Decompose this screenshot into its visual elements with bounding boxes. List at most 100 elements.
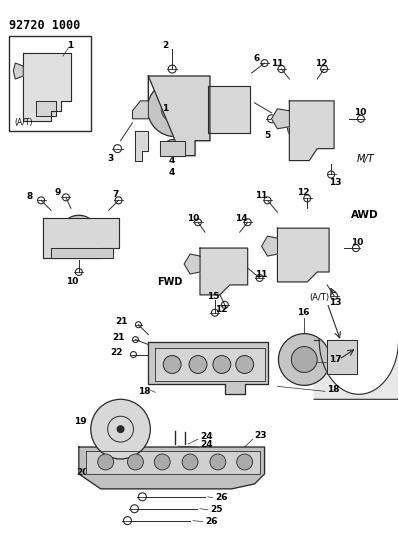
Circle shape	[287, 106, 327, 146]
Polygon shape	[155, 348, 265, 382]
Text: 9: 9	[54, 188, 60, 197]
Circle shape	[182, 454, 198, 470]
Text: 11: 11	[255, 191, 267, 200]
Polygon shape	[13, 63, 23, 79]
Circle shape	[189, 356, 207, 374]
Text: 11: 11	[255, 270, 267, 279]
Circle shape	[147, 81, 203, 136]
Polygon shape	[79, 447, 265, 489]
Text: 16: 16	[297, 308, 310, 317]
Circle shape	[297, 116, 317, 136]
Text: 17: 17	[329, 355, 342, 364]
Circle shape	[206, 87, 250, 131]
Text: 5: 5	[265, 131, 271, 140]
Text: 13: 13	[329, 298, 342, 308]
Polygon shape	[86, 451, 260, 474]
Text: 26: 26	[205, 517, 217, 526]
Circle shape	[91, 399, 150, 459]
Text: 12: 12	[315, 59, 328, 68]
Polygon shape	[132, 76, 148, 119]
Text: 10: 10	[66, 277, 78, 286]
Polygon shape	[43, 218, 119, 258]
Text: 4: 4	[168, 168, 175, 177]
Circle shape	[236, 356, 254, 374]
Text: (A/T): (A/T)	[309, 293, 329, 302]
Circle shape	[209, 259, 227, 277]
Text: 25: 25	[210, 505, 222, 514]
Polygon shape	[148, 342, 267, 394]
Polygon shape	[327, 340, 357, 375]
Circle shape	[279, 334, 330, 385]
Text: 2: 2	[162, 41, 168, 50]
Text: 12: 12	[297, 188, 310, 197]
Circle shape	[213, 356, 231, 374]
Text: 26: 26	[215, 493, 227, 502]
Circle shape	[98, 454, 114, 470]
Circle shape	[291, 346, 317, 373]
Text: 7: 7	[113, 190, 119, 199]
Circle shape	[237, 454, 253, 470]
Circle shape	[41, 73, 61, 93]
Text: 12: 12	[215, 305, 227, 314]
Circle shape	[163, 356, 181, 374]
Text: 14: 14	[235, 214, 247, 223]
Circle shape	[164, 140, 180, 156]
Text: 10: 10	[354, 108, 366, 117]
Text: 19: 19	[74, 417, 87, 426]
Polygon shape	[271, 109, 289, 129]
Polygon shape	[314, 340, 399, 399]
Circle shape	[69, 225, 89, 245]
Text: 10: 10	[187, 214, 200, 223]
Text: 8: 8	[26, 192, 32, 201]
Text: 21: 21	[116, 317, 128, 326]
Text: (A/T): (A/T)	[14, 118, 33, 127]
Text: AWD: AWD	[351, 210, 379, 220]
Polygon shape	[262, 236, 277, 256]
Text: 18: 18	[327, 385, 340, 394]
Text: 21: 21	[113, 333, 125, 342]
Circle shape	[210, 454, 226, 470]
Polygon shape	[160, 141, 185, 156]
Circle shape	[59, 215, 99, 255]
Circle shape	[206, 87, 250, 131]
Circle shape	[200, 250, 236, 286]
Text: 1: 1	[162, 104, 168, 114]
Polygon shape	[208, 86, 250, 133]
Polygon shape	[51, 248, 113, 258]
Circle shape	[117, 425, 124, 433]
Circle shape	[128, 454, 143, 470]
Bar	[9, 36, 91, 131]
Text: 3: 3	[108, 154, 114, 163]
Circle shape	[33, 65, 69, 101]
Circle shape	[337, 352, 347, 361]
Text: 18: 18	[138, 387, 151, 396]
Circle shape	[39, 101, 53, 115]
Text: 92720 1000: 92720 1000	[9, 19, 81, 33]
Text: 11: 11	[271, 59, 284, 68]
Polygon shape	[200, 248, 248, 295]
Text: 4: 4	[168, 156, 175, 165]
Text: 20: 20	[76, 469, 88, 478]
Polygon shape	[36, 101, 56, 116]
Circle shape	[168, 144, 176, 151]
Text: 24: 24	[200, 432, 213, 441]
Text: 10: 10	[351, 238, 363, 247]
Polygon shape	[184, 254, 200, 274]
Text: 13: 13	[329, 178, 342, 187]
Text: 15: 15	[207, 292, 219, 301]
Circle shape	[281, 234, 317, 270]
Polygon shape	[289, 101, 334, 160]
Text: 1: 1	[67, 41, 73, 50]
Circle shape	[161, 95, 189, 123]
Circle shape	[217, 98, 239, 120]
Text: 23: 23	[255, 431, 267, 440]
Text: 22: 22	[111, 348, 123, 357]
Circle shape	[217, 98, 239, 120]
Text: 6: 6	[254, 54, 260, 62]
Circle shape	[332, 346, 352, 367]
Text: M/T: M/T	[357, 154, 375, 164]
Polygon shape	[135, 131, 148, 160]
Polygon shape	[277, 228, 329, 282]
Polygon shape	[148, 76, 210, 156]
Polygon shape	[23, 53, 71, 121]
